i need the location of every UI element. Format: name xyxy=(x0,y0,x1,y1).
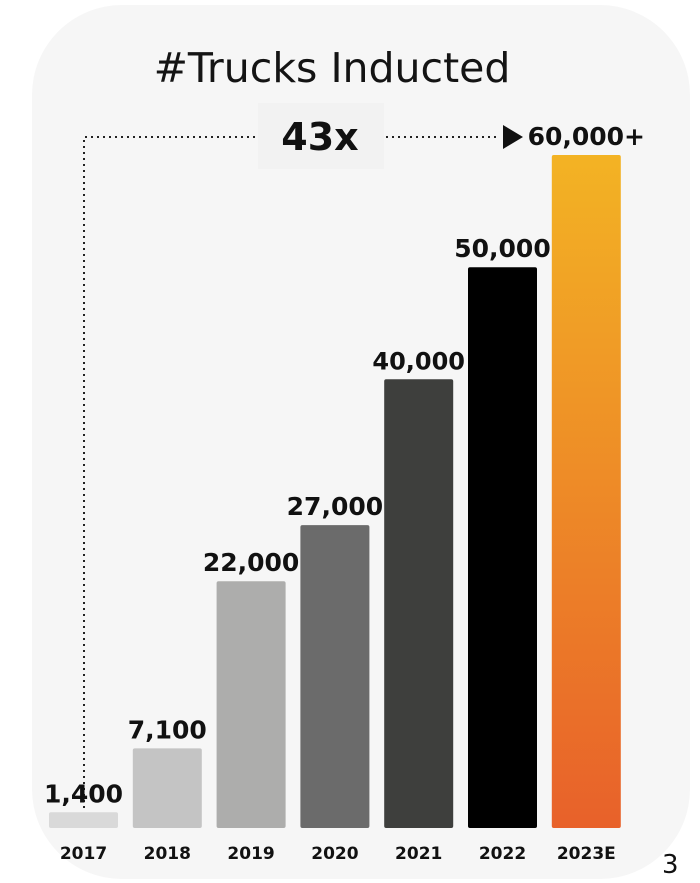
bar-2019 xyxy=(216,581,286,828)
growth-multiplier: 43x xyxy=(281,115,358,159)
bar-2021 xyxy=(384,379,454,828)
bar-2017 xyxy=(49,812,118,828)
bar-group: 1,400 2017 7,100 2018 22,000 2019 27,000 2020 40… xyxy=(44,122,645,864)
x-tick-label-2023e: 2023E xyxy=(557,844,616,864)
x-tick-label-2020: 2020 xyxy=(311,844,358,864)
growth-annotation-box xyxy=(258,103,384,169)
value-label-2019: 22,000 xyxy=(203,548,299,577)
bar-2023e xyxy=(551,155,621,828)
growth-arrow-line xyxy=(83,136,500,808)
bar-2022 xyxy=(468,267,537,828)
value-label-2022: 50,000 xyxy=(454,234,550,263)
x-tick-label-2022: 2022 xyxy=(479,844,526,864)
growth-arrow-head xyxy=(503,125,523,149)
value-label-2018: 7,100 xyxy=(128,715,207,744)
x-tick-label-2017: 2017 xyxy=(60,844,107,864)
value-label-2021: 40,000 xyxy=(372,347,465,375)
bar-2018 xyxy=(132,748,202,828)
x-tick-label-2019: 2019 xyxy=(227,844,274,864)
bar-2020 xyxy=(300,525,370,828)
value-label-2017: 1,400 xyxy=(44,779,123,808)
x-tick-label-2018: 2018 xyxy=(144,844,191,864)
value-label-2020: 27,000 xyxy=(287,492,383,521)
page-number: 3 xyxy=(662,850,679,880)
value-label-2023e: 60,000+ xyxy=(528,122,645,151)
x-tick-label-2021: 2021 xyxy=(395,844,442,864)
chart-title: #Trucks Inducted xyxy=(154,44,511,92)
